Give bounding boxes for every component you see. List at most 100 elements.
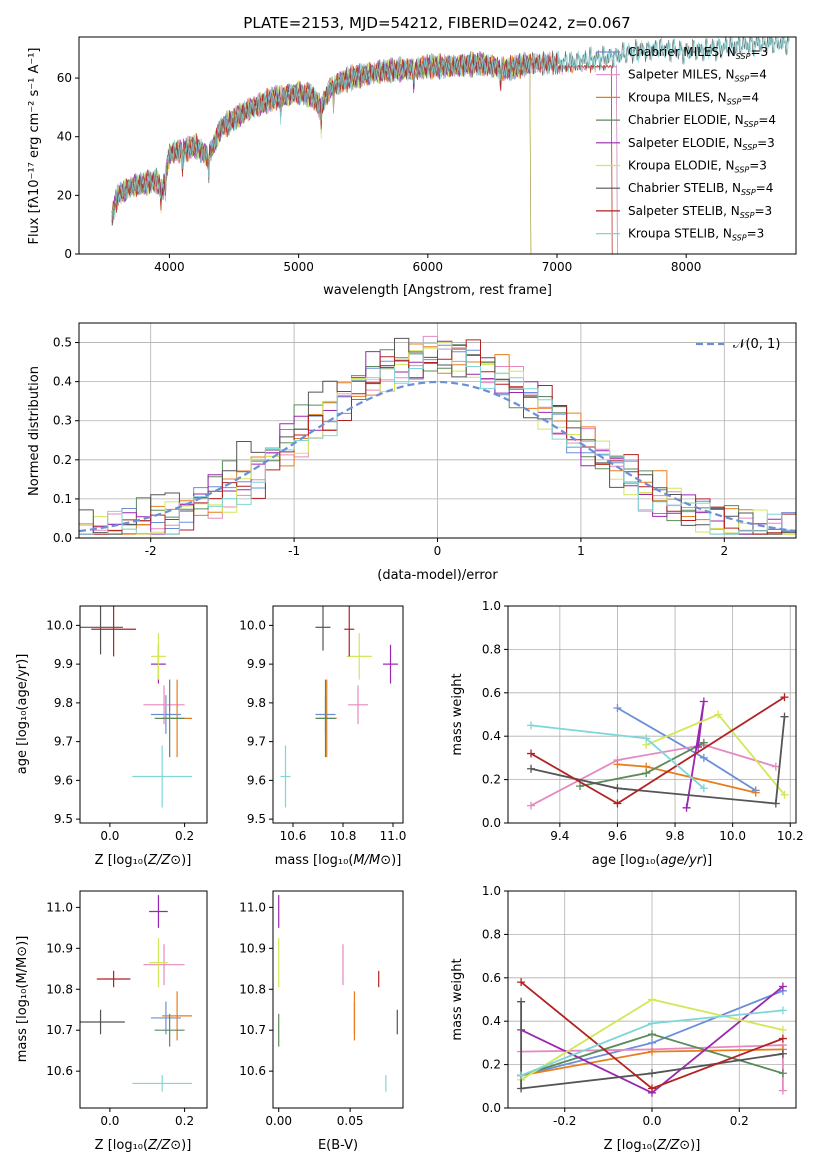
- legend-entry: Chabrier ELODIE, NSSP=4: [628, 113, 776, 129]
- legend-entry-main: Salpeter STELIB, N: [628, 204, 740, 218]
- y-tick-label: 0.1: [53, 492, 72, 506]
- weight-marker: [576, 782, 584, 791]
- x-tick-label: 0.0: [642, 1114, 661, 1128]
- y-tick-label: 10.8: [46, 982, 73, 996]
- x-tick-label: 4000: [154, 260, 185, 274]
- mass-vs-metallicity-panel: 0.0 0.2 10.6 10.7 10.8 10.9 11.0 Z [log₁₀(Z/Z⊙)…: [15, 890, 208, 1153]
- legend-entry-subscript: SSP: [732, 234, 747, 243]
- y-axis-label: mass weight: [450, 673, 465, 755]
- weight-marker: [648, 1047, 656, 1056]
- weight-marker: [648, 1084, 656, 1093]
- plot-area: [79, 335, 796, 538]
- axes-frame: [272, 890, 404, 1109]
- legend-entry-subscript: SSP: [744, 120, 759, 129]
- y-tick-label: 0.4: [482, 1014, 501, 1028]
- y-tick-label: 0.4: [53, 375, 72, 389]
- x-axis-label: Z [log₁₀(Z/Z⊙)]: [95, 1138, 192, 1153]
- weight-marker: [517, 978, 526, 987]
- weight-marker: [648, 1030, 656, 1039]
- y-axis-label: Normed distribution: [27, 366, 42, 496]
- y-tick-label: 11.0: [239, 900, 266, 914]
- y-axis-label: mass [log₁₀(M/M⊙)]: [15, 936, 30, 1063]
- y-tick-label: 9.6: [247, 773, 266, 787]
- weight-vs-metallicity-panel: -0.2 0.0 0.2 0.0 0.2 0.4 0.6 0.8 1.0 mass weight Z…: [450, 884, 797, 1153]
- plot-area: [111, 37, 790, 254]
- y-tick-label: 0.3: [53, 414, 72, 428]
- weight-marker: [517, 997, 526, 1006]
- legend-entry: Kroupa STELIB, NSSP=3: [628, 227, 764, 243]
- legend-entry: Chabrier MILES, NSSP=3: [628, 45, 768, 61]
- weight-marker: [778, 982, 787, 991]
- x-axis-label: (data-model)/error: [377, 568, 498, 583]
- x-tick-label: 9.6: [608, 829, 627, 843]
- legend-entry-main: Kroupa MILES, N: [628, 90, 727, 104]
- x-tick-label: 0.2: [175, 1114, 194, 1128]
- weight-marker: [771, 762, 780, 771]
- legend-entry-main: Kroupa STELIB, N: [628, 227, 732, 241]
- y-tick-label: 9.7: [54, 735, 73, 749]
- legend-entry: Salpeter ELODIE, NSSP=3: [628, 136, 775, 152]
- weight-marker: [682, 803, 691, 812]
- legend-entry-main: Salpeter ELODIE, N: [628, 136, 742, 150]
- y-tick-label: 0.6: [482, 971, 501, 985]
- mass-vs-extinction-panel: 0.00 0.05 10.6 10.7 10.8 10.9 11.0 E(B-V): [239, 890, 404, 1153]
- figure-title: PLATE=2153, MJD=54212, FIBERID=0242, z=0…: [243, 14, 630, 32]
- legend-entry-subscript: SSP: [735, 75, 750, 84]
- x-tick-label: 0.00: [265, 1114, 292, 1128]
- weight-line: [521, 1044, 784, 1091]
- y-tick-label: 1.0: [482, 884, 501, 898]
- weight-marker: [780, 712, 789, 721]
- weight-marker: [699, 697, 708, 706]
- x-tick-label: 0.0: [100, 829, 119, 843]
- y-tick-label: 0.6: [482, 686, 501, 700]
- x-tick-label: 11.0: [380, 829, 407, 843]
- x-tick-label: 0.05: [337, 1114, 364, 1128]
- weight-marker: [517, 1071, 526, 1080]
- weight-marker: [699, 784, 708, 793]
- plot-area: [517, 978, 787, 1097]
- legend-entry-main: Chabrier STELIB, N: [628, 181, 741, 195]
- weight-marker: [778, 1069, 787, 1078]
- legend-entry-main: Salpeter MILES, N: [628, 68, 735, 82]
- legend-entry-tail: =4: [756, 181, 774, 195]
- weight-marker: [780, 693, 789, 702]
- weight-marker: [771, 799, 780, 808]
- legend-entry: Kroupa MILES, NSSP=4: [628, 90, 759, 106]
- y-tick-label: 11.0: [46, 900, 73, 914]
- y-tick-label: 0.2: [482, 773, 501, 787]
- x-tick-label: 8000: [671, 260, 702, 274]
- weight-line: [530, 743, 777, 807]
- weight-vs-age-panel: 9.4 9.6 9.8 10.0 10.2 0.0 0.2 0.4 0.6 0.8 1.0 mass …: [450, 599, 804, 868]
- x-tick-label: 5000: [283, 260, 314, 274]
- histogram-step: [79, 342, 796, 538]
- y-tick-label: 10.6: [46, 1064, 73, 1078]
- weight-marker: [694, 743, 703, 752]
- plot-area: [80, 895, 193, 1092]
- legend-entry-subscript: SSP: [727, 97, 742, 106]
- x-axis-label: E(B-V): [318, 1138, 358, 1153]
- legend-entry-subscript: SSP: [742, 143, 757, 152]
- legend-entry-tail: =3: [750, 45, 768, 59]
- y-tick-label: 60: [57, 71, 72, 85]
- y-tick-label: 9.8: [247, 696, 266, 710]
- normal-curve: [79, 380, 796, 533]
- legend-entry-main: Chabrier ELODIE, N: [628, 113, 744, 127]
- x-axis-label: Z [log₁₀(Z/Z⊙)]: [604, 1138, 701, 1153]
- x-tick-label: -2: [145, 544, 157, 558]
- axes-frame: [79, 605, 208, 824]
- x-tick-label: 0: [434, 544, 442, 558]
- weight-marker: [699, 753, 708, 762]
- legend-entry-subscript: SSP: [741, 188, 756, 197]
- weight-marker: [778, 1034, 787, 1043]
- weight-marker: [778, 1006, 787, 1015]
- y-tick-label: 9.6: [54, 773, 73, 787]
- y-tick-label: 9.8: [54, 696, 73, 710]
- legend-entry-tail: =4: [749, 68, 767, 82]
- x-tick-label: -1: [288, 544, 300, 558]
- y-tick-label: 10.7: [46, 1023, 73, 1037]
- x-tick-label: 9.8: [665, 829, 684, 843]
- weight-marker: [642, 769, 651, 778]
- y-tick-label: 0.4: [482, 729, 501, 743]
- y-tick-label: 10.8: [239, 982, 266, 996]
